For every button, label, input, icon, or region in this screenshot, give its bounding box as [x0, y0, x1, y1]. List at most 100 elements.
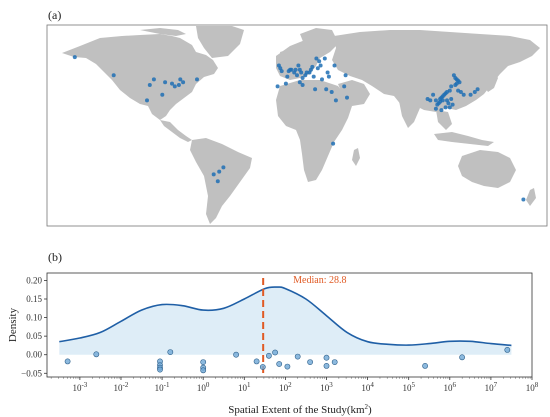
study-point [259, 364, 266, 370]
study-location-point [293, 67, 298, 72]
study-location-point [163, 80, 168, 85]
study-location-point [317, 59, 322, 64]
study-location-point [453, 83, 458, 87]
x-axis-title-text: Spatial Extent of the Study(km [228, 404, 365, 416]
land-scandinavia [300, 28, 336, 52]
study-point [265, 352, 272, 359]
study-location-point [332, 63, 337, 68]
x-tick-label: 10-1 [155, 381, 170, 393]
study-location-point [195, 77, 199, 82]
study-location-point [285, 74, 290, 79]
y-tick-label: −0.05 [21, 368, 42, 378]
study-location-point [329, 90, 334, 94]
study-point [272, 349, 278, 356]
x-tick-label: 10-2 [114, 381, 129, 393]
panel-a-label: (a) [48, 8, 62, 22]
x-tick-label: 105 [402, 381, 415, 393]
study-location-point [472, 90, 477, 94]
land-africa [276, 80, 352, 182]
study-location-point [111, 73, 116, 78]
density-fill [59, 287, 512, 355]
study-location-point [433, 106, 438, 111]
panel-b-label: (b) [48, 250, 62, 264]
study-point [284, 363, 291, 370]
study-location-point [331, 141, 336, 146]
y-tick-label: 0.05 [26, 331, 42, 341]
study-location-point [283, 81, 288, 86]
study-location-point [435, 102, 440, 107]
study-location-point [315, 66, 320, 71]
land-southeast-asia [436, 110, 452, 130]
study-point [504, 346, 511, 353]
study-location-point [468, 92, 473, 97]
x-tick-label: 103 [320, 381, 333, 393]
study-location-point [304, 70, 309, 75]
study-location-point [300, 76, 305, 80]
study-location-point [72, 55, 77, 60]
study-point [323, 362, 330, 369]
study-location-point [521, 197, 526, 202]
x-tick-label: 101 [238, 381, 251, 393]
x-tick-label: 10-3 [72, 381, 87, 393]
x-tick-label: 100 [197, 381, 210, 393]
study-location-point [325, 70, 330, 75]
study-point [459, 354, 465, 361]
land-north-america [62, 34, 218, 120]
x-tick-label: 108 [526, 381, 539, 393]
y-tick-label: 0.00 [26, 350, 42, 360]
study-location-point [313, 87, 318, 92]
land-indonesia [434, 132, 494, 146]
study-location-point [425, 97, 430, 101]
y-tick-label: 0.15 [26, 294, 42, 304]
median-label: Median: 28.8 [293, 275, 346, 286]
study-location-point [439, 108, 444, 113]
study-location-point [449, 97, 454, 101]
study-location-point [172, 84, 177, 89]
plot-frame [46, 272, 533, 378]
study-location-point [279, 69, 284, 74]
study-location-point [433, 98, 438, 103]
study-location-point [431, 92, 436, 97]
study-location-point [320, 77, 324, 82]
study-location-point [447, 105, 452, 110]
study-location-point [289, 67, 294, 72]
land-japan [484, 70, 498, 92]
study-location-point [221, 165, 226, 170]
study-point [323, 354, 330, 361]
land-masses [62, 26, 540, 224]
x-tick-label: 106 [444, 381, 457, 393]
land-greenland [196, 26, 244, 58]
study-location-point [295, 73, 299, 78]
x-axis-title-close: ) [368, 404, 372, 416]
study-point [294, 353, 301, 360]
study-location-point [461, 92, 466, 97]
study-location-point [178, 77, 183, 82]
study-location-point [147, 83, 152, 87]
land-asia [332, 30, 540, 112]
study-location-point [217, 169, 222, 174]
land-arctic-islands [140, 28, 186, 36]
density-curve [59, 286, 512, 347]
land-uk [280, 50, 288, 62]
study-point [93, 351, 100, 358]
study-point [64, 358, 71, 365]
study-point [307, 359, 313, 365]
land-new-zealand [526, 188, 536, 206]
study-location-point [343, 73, 348, 78]
study-point [276, 361, 283, 367]
study-location-point [446, 101, 451, 106]
study-location-point [345, 95, 349, 100]
land-south-america [190, 138, 252, 224]
study-location-point [342, 84, 347, 89]
study-locations [72, 55, 526, 202]
land-india [398, 96, 420, 128]
study-location-point [450, 102, 455, 107]
y-axis-title: Density [7, 307, 19, 342]
x-axis-title-sup: 2 [365, 403, 369, 411]
study-location-point [176, 83, 181, 87]
study-location-point [299, 70, 304, 75]
study-location-point [322, 56, 327, 61]
study-point [167, 349, 174, 355]
study-point [331, 359, 338, 365]
